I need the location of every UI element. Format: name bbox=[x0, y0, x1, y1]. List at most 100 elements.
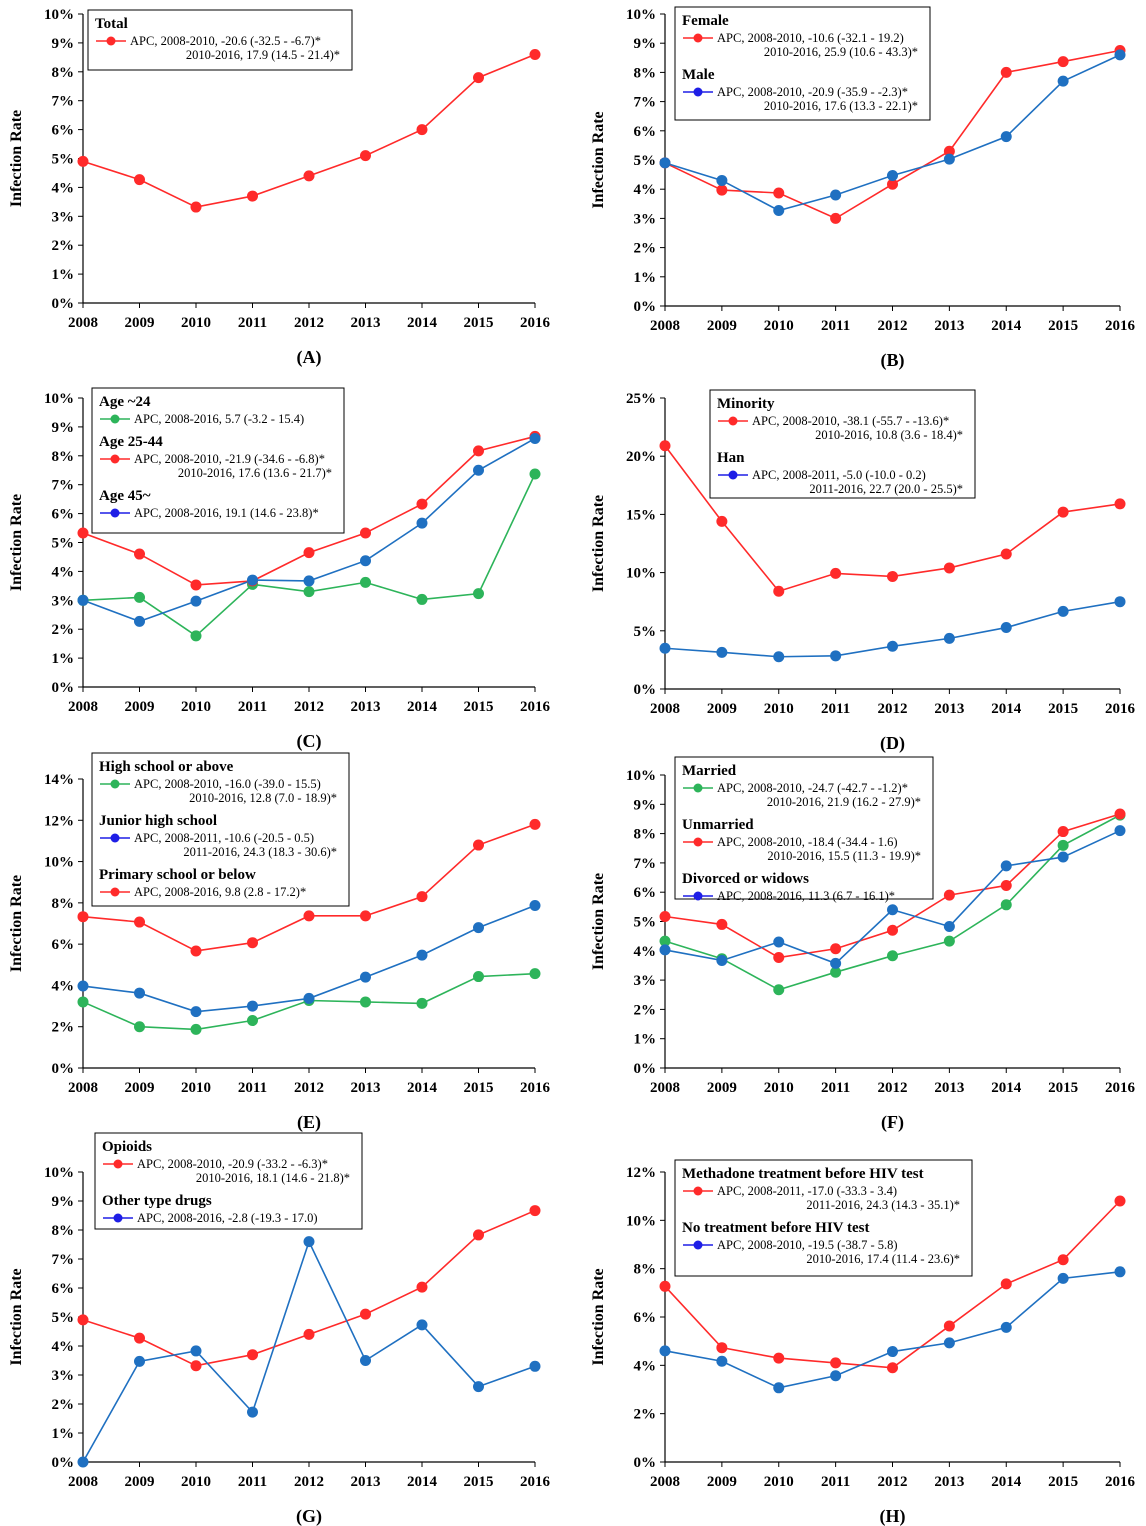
y-tick-label: 2% bbox=[52, 1397, 75, 1413]
legend-swatch-marker bbox=[728, 416, 738, 426]
data-point bbox=[716, 1355, 728, 1367]
y-tick-label: 10% bbox=[626, 1213, 656, 1229]
data-point bbox=[659, 935, 671, 947]
x-tick-label: 2013 bbox=[934, 1080, 964, 1096]
data-point bbox=[134, 174, 145, 186]
x-tick-label: 2009 bbox=[707, 318, 737, 334]
data-point bbox=[1114, 596, 1126, 608]
data-point bbox=[416, 498, 428, 510]
x-tick-label: 2009 bbox=[125, 1474, 155, 1490]
series-line bbox=[82, 53, 536, 208]
legend-apc-text: APC, 2008-2016, 11.3 (6.7 - 16.1)* bbox=[717, 889, 895, 903]
legend-apc-text: 2011-2016, 22.7 (20.0 - 25.5)* bbox=[809, 482, 963, 496]
y-tick-label: 3% bbox=[52, 1368, 75, 1384]
y-tick-label: 0% bbox=[634, 682, 657, 698]
data-point bbox=[303, 910, 315, 922]
y-tick-label: 9% bbox=[52, 1194, 75, 1210]
y-tick-label: 8% bbox=[634, 1262, 657, 1278]
legend-apc-text: 2010-2016, 25.9 (10.6 - 43.3)* bbox=[764, 45, 918, 59]
y-tick-label: 5% bbox=[52, 1310, 75, 1326]
y-tick-label: 6% bbox=[52, 507, 75, 523]
data-point bbox=[830, 966, 842, 978]
legend-swatch-marker bbox=[106, 36, 116, 46]
data-point bbox=[529, 968, 541, 980]
x-tick-label: 2013 bbox=[934, 318, 964, 334]
y-tick-label: 1% bbox=[634, 270, 657, 286]
legend-title: Male bbox=[682, 67, 715, 83]
data-point bbox=[247, 574, 258, 586]
legend-title: Total bbox=[95, 16, 128, 32]
data-point bbox=[943, 562, 955, 574]
data-point bbox=[773, 984, 785, 996]
y-tick-label: 8% bbox=[634, 827, 657, 843]
x-tick-label: 2012 bbox=[294, 1080, 324, 1096]
x-tick-label: 2009 bbox=[707, 1474, 737, 1490]
legend-apc-text: 2010-2016, 18.1 (14.6 - 21.8)* bbox=[196, 1171, 350, 1185]
x-tick-label: 2016 bbox=[520, 1474, 551, 1490]
legend-apc-text: APC, 2008-2011, -10.6 (-20.5 - 0.5) bbox=[134, 831, 314, 845]
y-tick-label: 4% bbox=[52, 564, 75, 580]
data-point bbox=[190, 630, 202, 642]
data-point bbox=[830, 943, 842, 955]
y-tick-label: 7% bbox=[634, 95, 657, 111]
legend-title: Age 25-44 bbox=[99, 434, 163, 450]
data-point bbox=[943, 632, 955, 644]
legend-swatch-marker bbox=[110, 887, 120, 897]
x-tick-label: 2009 bbox=[125, 315, 155, 331]
data-point bbox=[416, 124, 428, 136]
y-tick-label: 9% bbox=[634, 36, 657, 52]
y-tick-label: 5% bbox=[52, 152, 75, 168]
data-point bbox=[830, 1370, 842, 1382]
data-point bbox=[190, 1006, 202, 1018]
x-tick-label: 2015 bbox=[1048, 1080, 1078, 1096]
x-tick-label: 2010 bbox=[764, 1474, 794, 1490]
y-tick-label: 1% bbox=[52, 651, 75, 667]
legend-title: Han bbox=[717, 450, 745, 466]
data-point bbox=[247, 1406, 258, 1418]
y-tick-label: 9% bbox=[52, 36, 75, 52]
data-point bbox=[1114, 1195, 1126, 1207]
data-point bbox=[1057, 1272, 1069, 1284]
data-point bbox=[303, 1236, 315, 1248]
data-point bbox=[716, 184, 728, 196]
data-point bbox=[247, 937, 258, 949]
legend-swatch-marker bbox=[693, 1186, 703, 1196]
x-tick-label: 2011 bbox=[821, 701, 850, 717]
legend-box bbox=[91, 752, 350, 907]
legend-title: No treatment before HIV test bbox=[682, 1220, 869, 1236]
data-point bbox=[887, 904, 898, 916]
legend-title: Opioids bbox=[102, 1139, 152, 1155]
data-point bbox=[134, 615, 145, 627]
legend-apc-text: 2010-2016, 17.9 (14.5 - 21.4)* bbox=[186, 48, 340, 62]
legend-apc-text: 2010-2016, 21.9 (16.2 - 27.9)* bbox=[767, 795, 921, 809]
data-point bbox=[659, 1345, 671, 1357]
data-point bbox=[659, 911, 671, 923]
legend-apc-text: 2010-2016, 17.6 (13.6 - 21.7)* bbox=[178, 466, 332, 480]
y-tick-label: 10% bbox=[626, 7, 656, 23]
data-point bbox=[247, 1349, 258, 1361]
x-tick-label: 2013 bbox=[351, 699, 381, 715]
data-point bbox=[473, 588, 484, 600]
data-point bbox=[416, 949, 428, 961]
legend: Methadone treatment before HIV test APC, … bbox=[674, 1159, 973, 1277]
data-point bbox=[1000, 879, 1012, 891]
x-tick-label: 2014 bbox=[991, 318, 1022, 334]
legend-swatch-marker bbox=[113, 1213, 123, 1223]
data-point bbox=[773, 187, 785, 199]
data-point bbox=[830, 650, 842, 662]
y-tick-label: 8% bbox=[52, 896, 75, 912]
data-point bbox=[887, 169, 898, 181]
data-point bbox=[190, 595, 202, 607]
data-point bbox=[360, 1355, 371, 1366]
x-tick-label: 2015 bbox=[464, 315, 494, 331]
panel-label: (H) bbox=[880, 1506, 906, 1526]
legend-box bbox=[674, 1159, 973, 1277]
data-point bbox=[1000, 66, 1012, 78]
data-point bbox=[77, 911, 89, 923]
legend: Opioids APC, 2008-2010, -20.9 (-33.2 - -6… bbox=[94, 1132, 363, 1230]
x-tick-label: 2010 bbox=[764, 1080, 794, 1096]
panel-g: 0% 1% 2% 3% 4% 5% 6% 7% 8% 9% 10% 2008 2009 2010 2011 2… bbox=[8, 1132, 551, 1526]
legend-apc-text: APC, 2008-2010, -20.9 (-35.9 - -2.3)* bbox=[717, 85, 908, 99]
data-point bbox=[716, 646, 728, 658]
x-tick-label: 2015 bbox=[1048, 1474, 1078, 1490]
